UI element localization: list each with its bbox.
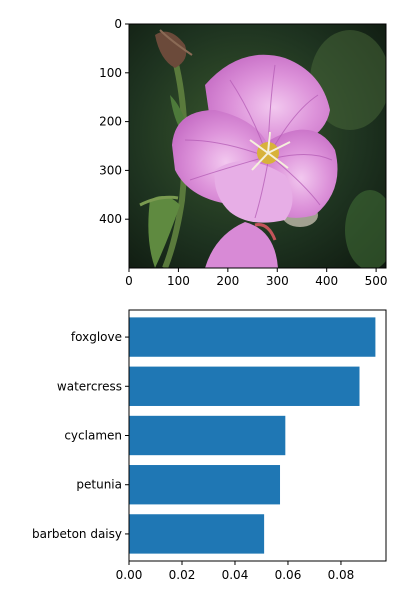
bar-x-tick-label: 0.08 — [328, 568, 355, 582]
bar-category-label: foxglove — [71, 330, 122, 344]
image-y-tick-label: 200 — [99, 115, 122, 129]
bar-category-label: watercress — [57, 379, 122, 393]
bar-x-tick-label: 0.06 — [275, 568, 302, 582]
bar-barbeton-daisy — [129, 514, 265, 554]
bar-category-label: petunia — [76, 478, 122, 492]
flower-photo — [129, 24, 386, 268]
image-x-tick-label: 400 — [315, 274, 338, 288]
photo-axes: 0 100 200 300 400 500 0 100 200 300 400 — [99, 17, 388, 288]
image-x-tick-label: 300 — [266, 274, 289, 288]
bar-petunia — [129, 465, 281, 505]
bar-x-tick-label: 0.04 — [222, 568, 249, 582]
image-y-tick-label: 0 — [114, 17, 122, 31]
bar-category-label: barbeton daisy — [32, 527, 122, 541]
bar-axes: foxglove watercress cyclamen petunia barbeto… — [32, 309, 387, 582]
bar-x-tick-label: 0.02 — [169, 568, 196, 582]
bar-foxglove — [129, 317, 376, 357]
bar-x-tick-label: 0.00 — [116, 568, 143, 582]
image-x-tick-label: 500 — [365, 274, 388, 288]
image-x-tick-label: 0 — [125, 274, 133, 288]
image-y-tick-label: 400 — [99, 212, 122, 226]
image-x-tick-label: 100 — [167, 274, 190, 288]
bar-cyclamen — [129, 415, 286, 456]
bar-category-label: cyclamen — [64, 429, 122, 443]
image-x-tick-label: 200 — [216, 274, 239, 288]
image-y-tick-label: 100 — [99, 66, 122, 80]
bar-watercress — [129, 366, 360, 406]
image-y-tick-label: 300 — [99, 163, 122, 177]
